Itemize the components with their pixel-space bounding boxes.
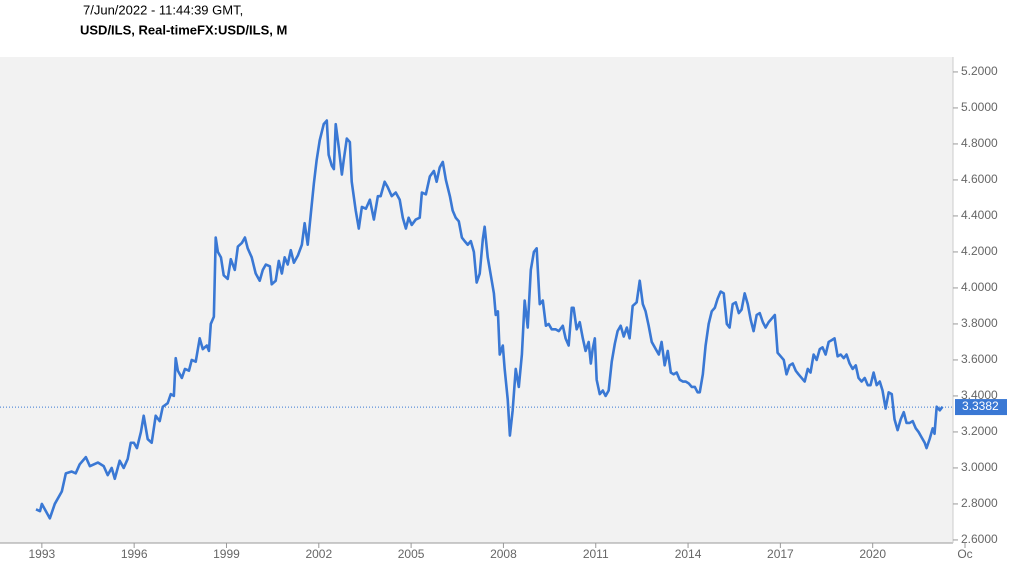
x-tick-label: 2020 bbox=[859, 547, 886, 561]
x-tick-label: 1999 bbox=[213, 547, 240, 561]
x-tick-label: Oc bbox=[957, 547, 972, 561]
x-tick-label: 2011 bbox=[583, 547, 609, 561]
timestamp: 7/Jun/2022 - 11:44:39 GMT, bbox=[83, 2, 243, 17]
x-tick-label: 2017 bbox=[767, 547, 794, 561]
y-tick-label: 3.6000 bbox=[961, 352, 998, 366]
y-tick-label: 4.0000 bbox=[961, 280, 998, 294]
x-tick-label: 2014 bbox=[675, 547, 702, 561]
y-tick-label: 3.2000 bbox=[961, 424, 998, 438]
y-tick-label: 2.8000 bbox=[961, 496, 998, 510]
last-price-box bbox=[955, 399, 1007, 416]
y-tick-label: 2.6000 bbox=[961, 532, 998, 546]
y-tick-label: 4.6000 bbox=[961, 172, 998, 186]
last-price-label: 3.3382 bbox=[962, 399, 999, 413]
y-tick-label: 4.4000 bbox=[961, 208, 998, 222]
y-tick-label: 4.8000 bbox=[961, 136, 998, 150]
x-tick-label: 1996 bbox=[121, 547, 148, 561]
x-tick-label: 2002 bbox=[305, 547, 332, 561]
y-tick-label: 3.0000 bbox=[961, 460, 998, 474]
y-tick-label: 3.4000 bbox=[961, 388, 998, 402]
y-tick-label: 3.8000 bbox=[961, 316, 998, 330]
y-tick-label: 4.2000 bbox=[961, 244, 998, 258]
plot-area bbox=[0, 57, 953, 543]
chart-title: USD/ILS, Real-timeFX:USD/ILS, M bbox=[80, 22, 287, 37]
y-tick-label: 5.2000 bbox=[961, 64, 998, 78]
x-tick-label: 1993 bbox=[28, 547, 55, 561]
x-tick-label: 2005 bbox=[398, 547, 425, 561]
price-line bbox=[35, 119, 944, 520]
y-tick-label: 5.0000 bbox=[961, 100, 998, 114]
x-tick-label: 2008 bbox=[490, 547, 517, 561]
